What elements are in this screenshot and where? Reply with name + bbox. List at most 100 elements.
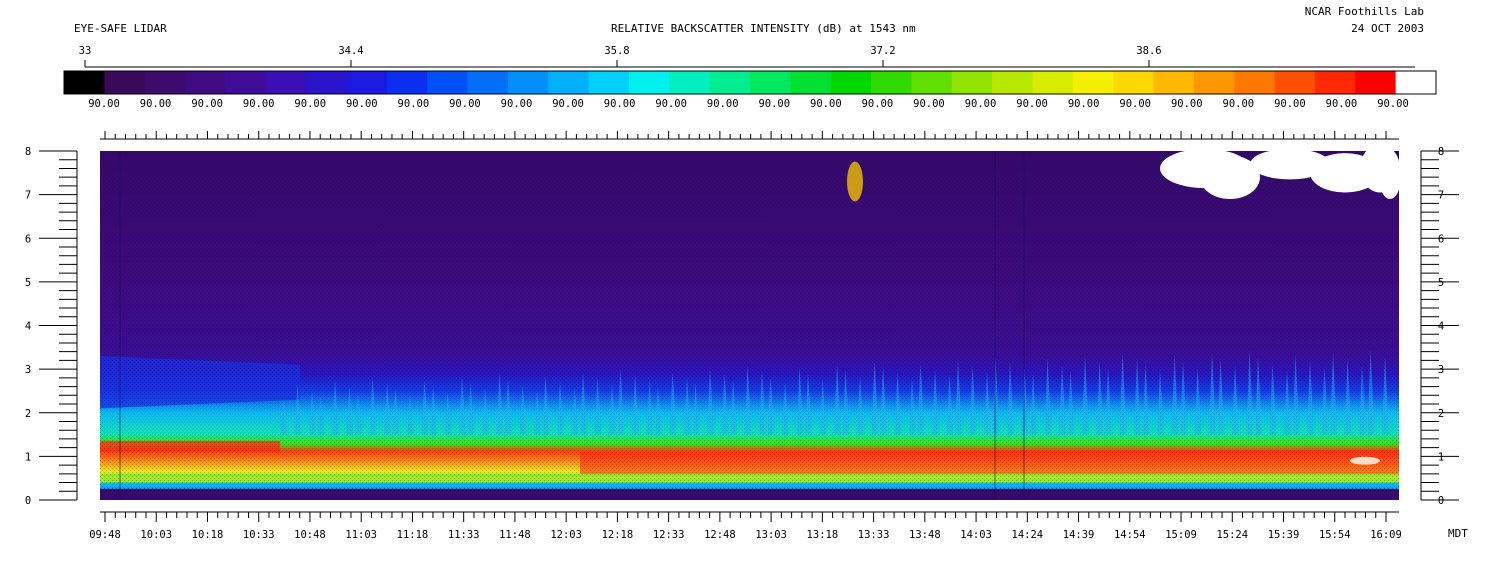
x-tick-label: 15:54 — [1319, 529, 1351, 541]
colorbar-swatch — [871, 71, 913, 94]
colorbar-swatch — [507, 71, 549, 94]
colorbar-top-tick-label: 33 — [79, 45, 92, 57]
colorbar-bottom-label: 90.00 — [552, 98, 584, 110]
colorbar-top-ticks: 33 34.4 35.8 37.2 38.6 — [79, 45, 1415, 68]
cloud-fragment — [847, 161, 863, 202]
x-axis: 09:48 10:03 10:18 10:33 10:48 11:03 11:18 11:33… — [89, 131, 1402, 541]
colorbar-bottom-label: 90.00 — [913, 98, 945, 110]
x-tick-label: 11:18 — [397, 529, 429, 541]
colorbar-swatch — [669, 71, 711, 94]
x-tick-label: 11:48 — [499, 529, 531, 541]
colorbar-swatch — [104, 71, 146, 94]
colorbar-bottom-label: 90.00 — [398, 98, 430, 110]
colorbar-swatch — [144, 71, 186, 94]
y-tick-label: 7 — [1438, 190, 1444, 202]
y-tick-label: 7 — [25, 190, 31, 202]
colorbar-bottom-label: 90.00 — [1377, 98, 1409, 110]
colorbar-bottom-labels: 90.00 90.00 90.00 90.00 90.00 90.00 90.00 90.00… — [88, 98, 1409, 110]
colorbar-swatch — [1355, 71, 1397, 94]
colorbar-top-tick-label: 34.4 — [338, 45, 363, 57]
colorbar-bottom-label: 90.00 — [1119, 98, 1151, 110]
y-tick-label: 2 — [25, 408, 31, 420]
colorbar-swatch — [628, 71, 670, 94]
y-tick-label: 8 — [1438, 146, 1444, 158]
colorbar-bottom-label: 90.00 — [758, 98, 790, 110]
colorbar-bottom-label: 90.00 — [501, 98, 533, 110]
x-tick-label: 15:09 — [1165, 529, 1197, 541]
colorbar-bottom-label: 90.00 — [1274, 98, 1306, 110]
x-tick-label: 14:54 — [1114, 529, 1146, 541]
surface-cloud-fragment — [1350, 456, 1380, 465]
y-tick-label: 8 — [25, 146, 31, 158]
y-tick-label: 2 — [1438, 408, 1444, 420]
colorbar-bottom-label: 90.00 — [810, 98, 842, 110]
y-tick-label: 6 — [1438, 233, 1444, 245]
x-tick-label: 12:33 — [653, 529, 685, 541]
colorbar-bottom-label: 90.00 — [1326, 98, 1358, 110]
x-tick-label: 13:18 — [807, 529, 839, 541]
x-tick-label: 13:33 — [858, 529, 890, 541]
colorbar-swatch — [64, 71, 105, 94]
colorbar-swatch — [1153, 71, 1195, 94]
org-label: NCAR Foothills Lab — [1304, 5, 1424, 18]
y-axis: 0 1 2 3 4 5 6 7 8 0 1 2 3 4 5 6 7 8 — [25, 146, 1459, 507]
colorbar-bottom-label: 90.00 — [965, 98, 997, 110]
x-tick-label: 14:39 — [1063, 529, 1095, 541]
colorbar-swatch — [1395, 71, 1437, 94]
colorbar-swatch — [1193, 71, 1235, 94]
colorbar-frame — [63, 70, 1437, 95]
y-tick-label: 3 — [25, 364, 31, 376]
y-tick-label: 3 — [1438, 364, 1444, 376]
colorbar-bottom-label: 90.00 — [140, 98, 172, 110]
colorbar-bottom-label: 90.00 — [604, 98, 636, 110]
colorbar-swatch — [185, 71, 227, 94]
colorbar-swatch — [951, 71, 993, 94]
y-tick-label: 0 — [1438, 495, 1444, 507]
colorbar-bottom-label: 90.00 — [346, 98, 378, 110]
colorbar — [63, 70, 1437, 95]
y-tick-label: 1 — [1438, 451, 1444, 463]
colorbar-bottom-label: 90.00 — [1068, 98, 1100, 110]
x-tick-label: 10:48 — [294, 529, 326, 541]
date-label: 24 OCT 2003 — [1351, 22, 1424, 35]
colorbar-swatch — [386, 71, 428, 94]
colorbar-swatch — [306, 71, 348, 94]
colorbar-bottom-label: 90.00 — [449, 98, 481, 110]
colorbar-swatch — [830, 71, 872, 94]
colorbar-swatch — [790, 71, 832, 94]
colorbar-bottom-label: 90.00 — [655, 98, 687, 110]
colorbar-swatch — [225, 71, 267, 94]
colorbar-swatch — [1032, 71, 1074, 94]
colorbar-swatch — [709, 71, 751, 94]
colorbar-swatch — [467, 71, 509, 94]
cirrus-cloud — [1200, 155, 1260, 199]
colorbar-bottom-label: 90.00 — [1223, 98, 1255, 110]
colorbar-swatch — [427, 71, 469, 94]
colorbar-swatch — [750, 71, 791, 94]
x-tick-label: 12:48 — [704, 529, 736, 541]
y-tick-label: 6 — [25, 233, 31, 245]
cirrus-cloud — [1380, 164, 1400, 199]
colorbar-top-tick-label: 38.6 — [1136, 45, 1161, 57]
y-tick-label: 4 — [1438, 321, 1444, 333]
colorbar-swatch — [1234, 71, 1276, 94]
noise-texture — [100, 151, 1399, 500]
x-tick-label: 15:39 — [1268, 529, 1300, 541]
x-tick-label: 10:03 — [140, 529, 172, 541]
colorbar-swatch — [265, 71, 307, 94]
plot-area — [100, 144, 1400, 500]
colorbar-swatch — [911, 71, 953, 94]
x-tick-label: 11:03 — [345, 529, 377, 541]
colorbar-bottom-label: 90.00 — [707, 98, 739, 110]
y-tick-label: 0 — [25, 495, 31, 507]
colorbar-bottom-label: 90.00 — [88, 98, 120, 110]
x-tick-label: 10:18 — [192, 529, 224, 541]
colorbar-swatch — [346, 71, 388, 94]
x-tick-label: 13:03 — [755, 529, 787, 541]
colorbar-swatch — [1113, 71, 1155, 94]
x-tick-label: 14:03 — [960, 529, 992, 541]
x-tick-label: 15:24 — [1216, 529, 1248, 541]
colorbar-bottom-label: 90.00 — [862, 98, 894, 110]
colorbar-top-tick-label: 35.8 — [604, 45, 629, 57]
